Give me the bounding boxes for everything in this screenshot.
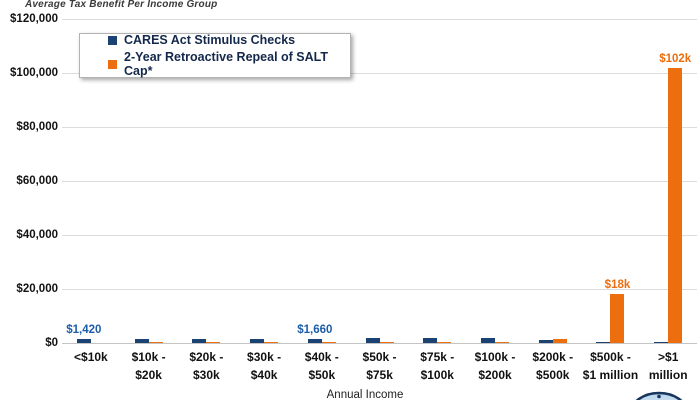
- cares-swatch-icon: [108, 35, 117, 45]
- bar-group: $200k - $500k: [524, 19, 582, 382]
- bar-pair: $1,420: [66, 324, 105, 343]
- bar-group: $1,660 $40k - $50k: [293, 19, 351, 382]
- bar-value-label: $18k: [604, 279, 631, 292]
- legend-item-cares: CARES Act Stimulus Checks: [108, 33, 350, 47]
- cares-bar: $1,420: [66, 324, 101, 343]
- bar-pair: $18k: [596, 279, 630, 343]
- y-axis-tick-label: $20,000: [16, 283, 58, 295]
- x-axis-category-label: $50k - $75k: [362, 350, 397, 382]
- cares-bar: [596, 342, 611, 343]
- cares-bar: $1,660: [297, 324, 332, 343]
- bar-group: $1,420 <$10k: [62, 19, 120, 364]
- bar-groups: $1,420 <$10k $10k - $20k $20k - $30k $30k - $40…: [62, 19, 697, 382]
- y-axis-tick-label: $60,000: [16, 175, 58, 187]
- bar-pair: [538, 338, 567, 343]
- bar-group: $10k - $20k: [120, 19, 178, 382]
- gridline: [62, 342, 697, 344]
- x-axis-title: Annual Income: [326, 389, 404, 400]
- x-axis-category-label: $500k - $1 million: [582, 350, 639, 382]
- cares-bar: [134, 338, 149, 343]
- salt-bar: [148, 342, 163, 343]
- salt-swatch-icon: [108, 59, 117, 69]
- bar-pair: $102k: [654, 53, 691, 343]
- cares-bar: [481, 338, 495, 343]
- salt-bar: [379, 342, 394, 343]
- salt-bar: [552, 338, 567, 343]
- salt-bar: $18k: [605, 279, 630, 343]
- bar-pair: [134, 338, 163, 343]
- legend-label-cares: CARES Act Stimulus Checks: [124, 33, 296, 47]
- x-axis-category-label: $10k - $20k: [131, 350, 166, 382]
- x-axis-category-label: $20k - $30k: [189, 350, 224, 382]
- gridline: [62, 126, 697, 128]
- bar-pair: [423, 338, 452, 343]
- x-axis-category-label: $200k - $500k: [532, 350, 574, 382]
- bar-group: $20k - $30k: [177, 19, 235, 382]
- legend-label-salt: 2-Year Retroactive Repeal of SALT Cap*: [124, 50, 329, 78]
- cares-bar: [538, 339, 553, 343]
- legend: CARES Act Stimulus Checks 2-Year Retroac…: [79, 33, 351, 78]
- y-axis-tick-label: $0: [45, 337, 58, 349]
- salt-bar: [264, 342, 279, 343]
- y-axis-tick-label: $40,000: [16, 229, 58, 241]
- bar-pair: [192, 338, 221, 343]
- bar-pair: $1,660: [297, 324, 336, 343]
- bar-group: $30k - $40k: [235, 19, 293, 382]
- cares-bar: [365, 338, 380, 343]
- cares-bar: [250, 338, 265, 343]
- bar-pair: [365, 338, 394, 343]
- cares-bar: [654, 342, 669, 343]
- bar-group: $102k >$1 million: [639, 19, 697, 382]
- y-axis-tick-label: $80,000: [16, 121, 58, 133]
- salt-bar: [437, 342, 452, 343]
- salt-bar: $102k: [659, 53, 691, 343]
- bar-value-label: $102k: [659, 52, 692, 65]
- bar-value-label: $1,420: [66, 324, 102, 337]
- organization-logo-icon: [635, 391, 683, 400]
- legend-item-salt: 2-Year Retroactive Repeal of SALT Cap*: [108, 50, 350, 78]
- bar-group: $100k - $200k: [466, 19, 524, 382]
- bar-group: $50k - $75k: [351, 19, 409, 382]
- x-axis-category-label: $75k - $100k: [420, 350, 455, 382]
- salt-bar: [206, 342, 221, 343]
- gridline: [62, 288, 697, 290]
- bar-pair: [481, 338, 509, 343]
- gridline: [62, 72, 697, 74]
- x-axis-category-label: $30k - $40k: [247, 350, 282, 382]
- salt-bar: [495, 342, 509, 343]
- x-axis-category-label: >$1 million: [648, 350, 688, 382]
- bar-pair: [250, 338, 279, 343]
- chart-title: Average Tax Benefit Per Income Group: [25, 0, 218, 10]
- y-axis-tick-label: $100,000: [10, 67, 58, 79]
- bar-group: $18k $500k - $1 million: [582, 19, 640, 382]
- y-axis-tick-label: $120,000: [10, 13, 58, 25]
- x-axis-category-label: <$10k: [74, 350, 108, 364]
- x-axis-category-label: $40k - $50k: [304, 350, 339, 382]
- plot-area: $1,420 <$10k $10k - $20k $20k - $30k $30k - $40…: [62, 18, 697, 382]
- bar-group: $75k - $100k: [408, 19, 466, 382]
- gridline: [62, 180, 697, 182]
- bar-value-label: $1,660: [297, 323, 333, 336]
- gridline: [62, 234, 697, 236]
- cares-bar: [423, 338, 438, 343]
- salt-bar: [321, 342, 336, 343]
- gridline: [62, 18, 697, 20]
- cares-bar: [192, 338, 207, 343]
- x-axis-category-label: $100k - $200k: [474, 350, 516, 382]
